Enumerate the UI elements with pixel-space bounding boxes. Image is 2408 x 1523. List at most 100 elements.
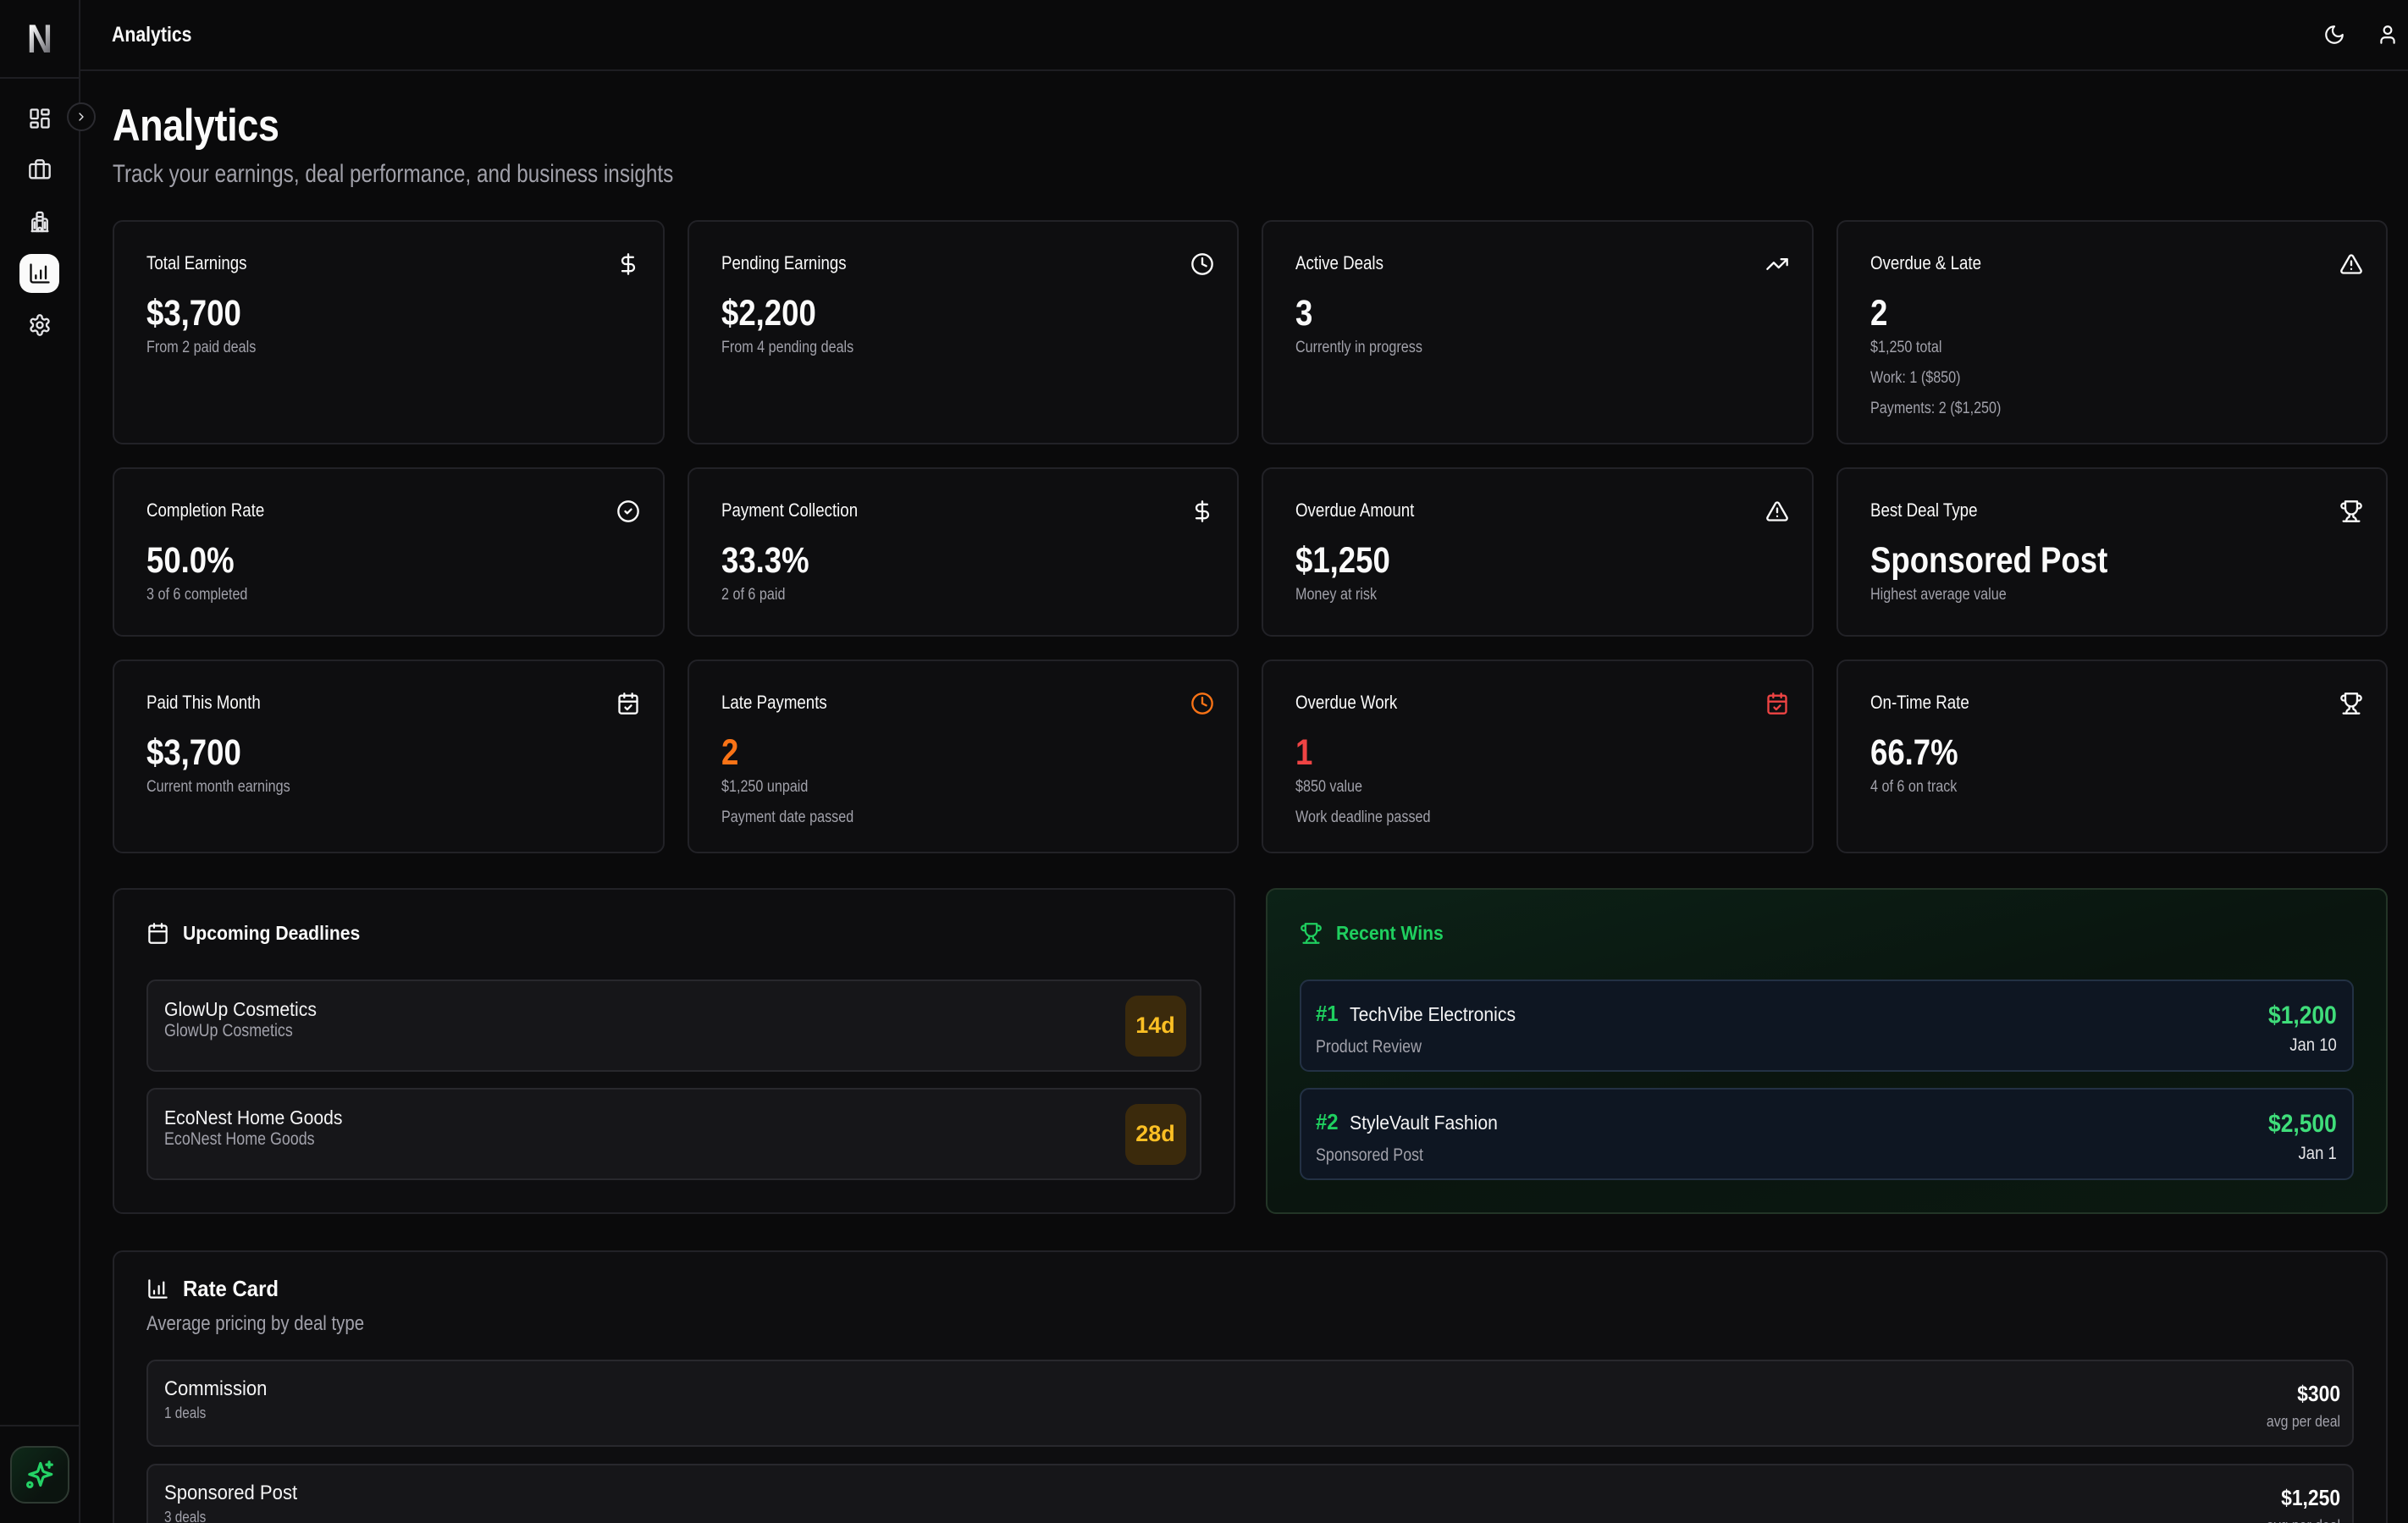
- stat-label: Late Payments: [721, 691, 827, 713]
- stat-label: Best Deal Type: [1870, 499, 1977, 521]
- sidebar-item-deals[interactable]: [19, 151, 59, 190]
- stat-card-header: Pending Earnings: [721, 252, 1215, 276]
- stat-card: Overdue Work 1 $850 value Work deadline p…: [1262, 659, 1814, 853]
- trending-up-icon: [1765, 252, 1789, 276]
- stat-card-header: Completion Rate: [146, 499, 640, 523]
- stats-grid: Total Earnings $3,700 From 2 paid deals …: [113, 219, 2388, 853]
- stat-subtitles: Current month earnings: [146, 772, 640, 803]
- dollar-sign-icon: [616, 252, 640, 276]
- win-item-info: #1 TechVibe Electronics Product Review: [1316, 1001, 1531, 1070]
- stat-subtitle: Currently in progress: [1295, 339, 1422, 357]
- rate-note: avg per deal: [2267, 1516, 2340, 1523]
- win-date: Jan 10: [2289, 1035, 2337, 1056]
- rate-row-info: Commission 1 deals: [164, 1377, 276, 1445]
- stat-subtitle: 3 of 6 completed: [146, 586, 248, 604]
- rate-row[interactable]: Commission 1 deals $300 avg per deal: [146, 1359, 2354, 1447]
- sidebar-expand-button[interactable]: [67, 102, 96, 131]
- alert-triangle-icon: [2339, 252, 2363, 276]
- rate-row[interactable]: Sponsored Post 3 deals $1,250 avg per de…: [146, 1463, 2354, 1523]
- topbar-title: Analytics: [112, 22, 192, 47]
- sparkles-icon: [24, 1459, 56, 1491]
- win-amount: $1,200: [2268, 1002, 2337, 1030]
- sidebar-item-brands[interactable]: [19, 202, 59, 241]
- deadline-subtitle: EcoNest Home Goods: [164, 1128, 315, 1149]
- sidebar-item-dashboard[interactable]: [19, 99, 59, 138]
- win-brand: TechVibe Electronics: [1350, 1003, 1516, 1026]
- win-title-row: #2 StyleVault Fashion: [1316, 1109, 1511, 1135]
- stat-subtitles: $1,250 unpaid Payment date passed: [721, 772, 1215, 833]
- calendar-check-icon: [616, 692, 640, 715]
- rate-row-pricing: $1,250 avg per deal: [2256, 1482, 2340, 1523]
- page-content: Analytics Track your earnings, deal perf…: [80, 71, 2408, 1523]
- wins-header: Recent Wins: [1300, 922, 2355, 946]
- win-item[interactable]: #1 TechVibe Electronics Product Review $…: [1299, 979, 2354, 1073]
- stat-label: Pending Earnings: [721, 251, 847, 273]
- stat-subtitle: $1,250 total: [1870, 339, 1941, 357]
- account-button[interactable]: [2371, 18, 2405, 52]
- stat-subtitle: From 2 paid deals: [146, 339, 257, 357]
- trophy-icon: [2339, 692, 2363, 715]
- rate-deal-type: Sponsored Post: [164, 1481, 298, 1504]
- sidebar-item-settings[interactable]: [19, 306, 59, 345]
- stat-card-header: On-Time Rate: [1870, 692, 2364, 715]
- page-subtitle: Track your earnings, deal performance, a…: [113, 159, 674, 188]
- stat-card: Completion Rate 50.0% 3 of 6 completed: [113, 466, 665, 637]
- stat-card-header: Best Deal Type: [1870, 499, 2364, 523]
- stat-card: Overdue & Late 2 $1,250 total Work: 1 ($8…: [1836, 219, 2388, 444]
- sidebar-item-analytics[interactable]: [19, 254, 59, 293]
- win-item[interactable]: #2 StyleVault Fashion Sponsored Post $2,…: [1299, 1088, 2354, 1181]
- stat-card-header: Total Earnings: [146, 252, 640, 276]
- moon-icon: [2323, 24, 2345, 46]
- deadline-item-info: EcoNest Home Goods EcoNest Home Goods: [164, 1090, 358, 1178]
- stat-card: Overdue Amount $1,250 Money at risk: [1262, 466, 1814, 637]
- stat-label: Payment Collection: [721, 499, 858, 521]
- stat-card-header: Overdue Amount: [1295, 499, 1789, 523]
- stat-subtitle: Current month earnings: [146, 778, 290, 797]
- stat-subtitles: $1,250 total Work: 1 ($850) Payments: 2 ($…: [1870, 333, 2364, 424]
- layout-dashboard-icon: [28, 107, 52, 130]
- deadlines-title: Upcoming Deadlines: [183, 921, 361, 944]
- trophy-icon: [2339, 499, 2363, 523]
- stat-card: Pending Earnings $2,200 From 4 pending d…: [687, 219, 1239, 444]
- chevron-right-icon: [75, 110, 88, 124]
- stat-value: 66.7%: [1870, 731, 1958, 773]
- stat-label: Overdue Work: [1295, 691, 1398, 713]
- stat-value: $2,200: [721, 292, 816, 334]
- rate-card-list: Commission 1 deals $300 avg per deal Spo…: [146, 1359, 2354, 1523]
- settings-icon: [28, 313, 52, 337]
- ai-assistant-button[interactable]: [9, 1446, 69, 1504]
- rate-price: $1,250: [2281, 1484, 2340, 1510]
- stat-value: 50.0%: [146, 539, 235, 581]
- days-left-badge: 28d: [1124, 1103, 1186, 1165]
- recent-wins-panel: Recent Wins #1 TechVibe Electronics Prod…: [1265, 887, 2388, 1215]
- stat-subtitles: 3 of 6 completed: [146, 580, 640, 610]
- deadline-item-info: GlowUp Cosmetics GlowUp Cosmetics: [164, 981, 330, 1070]
- deadline-item[interactable]: GlowUp Cosmetics GlowUp Cosmetics 14d: [146, 979, 1201, 1073]
- deadline-subtitle: GlowUp Cosmetics: [164, 1020, 293, 1040]
- win-deal-type: Sponsored Post: [1315, 1145, 1423, 1166]
- stat-subtitle: Work: 1 ($850): [1870, 369, 1961, 388]
- deadline-item[interactable]: EcoNest Home Goods EcoNest Home Goods 28…: [146, 1088, 1201, 1181]
- stat-subtitles: From 4 pending deals: [721, 333, 1215, 363]
- stat-label: On-Time Rate: [1870, 691, 1969, 713]
- stat-card-header: Late Payments: [721, 692, 1215, 715]
- stat-card-header: Overdue Work: [1295, 692, 1789, 715]
- rate-row-info: Sponsored Post 3 deals: [164, 1482, 309, 1523]
- briefcase-icon: [28, 158, 52, 182]
- user-icon: [2377, 24, 2399, 46]
- win-item-info: #2 StyleVault Fashion Sponsored Post: [1316, 1109, 1511, 1178]
- stat-card: Active Deals 3 Currently in progress: [1262, 219, 1814, 444]
- calendar-check-icon: [1765, 692, 1789, 715]
- bar-chart-icon: [146, 1277, 169, 1300]
- theme-toggle-button[interactable]: [2317, 18, 2351, 52]
- stat-label: Completion Rate: [146, 499, 265, 521]
- stat-value: $3,700: [146, 292, 241, 334]
- stat-value: 3: [1295, 292, 1313, 334]
- stat-subtitle: 4 of 6 on track: [1870, 778, 1957, 797]
- stat-value: 2: [721, 731, 738, 773]
- wins-list: #1 TechVibe Electronics Product Review $…: [1299, 979, 2354, 1181]
- stat-subtitles: 4 of 6 on track: [1870, 772, 2364, 803]
- win-rank: #2: [1315, 1109, 1339, 1135]
- circle-check-icon: [616, 499, 640, 523]
- page-title: Analytics: [113, 101, 279, 151]
